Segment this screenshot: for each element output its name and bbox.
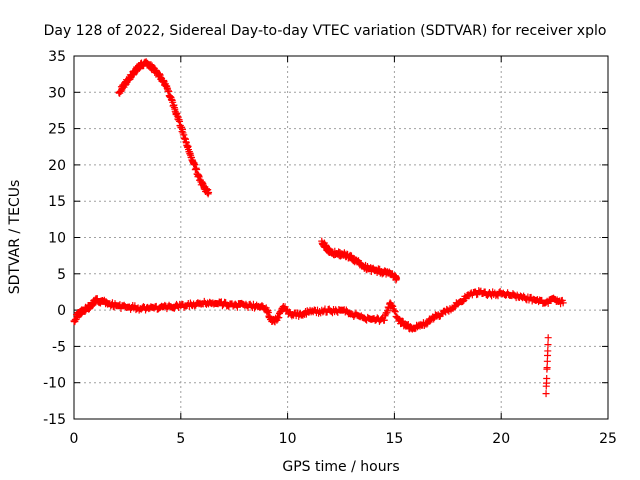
series-outliers: [542, 334, 552, 398]
y-tick-label: 25: [48, 122, 66, 138]
data-point-fill: [115, 58, 212, 198]
y-tick-label: 20: [48, 158, 66, 174]
series-baseline: [70, 287, 567, 333]
y-tick-label: -10: [43, 376, 66, 392]
x-tick-label: 0: [70, 431, 79, 447]
data-series: [70, 58, 567, 398]
series-high-arc: [115, 58, 213, 198]
data-point-fill: [70, 287, 566, 333]
grid: [74, 56, 608, 419]
y-axis-label: SDTVAR / TECUs: [7, 180, 23, 295]
series-mid-segment: [318, 237, 401, 284]
y-tick-label: 10: [48, 231, 66, 247]
y-tick-label: 35: [48, 49, 66, 65]
y-tick-label: 5: [57, 267, 66, 283]
x-tick-label: 5: [176, 431, 185, 447]
x-tick-label: 10: [279, 431, 297, 447]
axis-ticks: 0 5 10 15 20 25 -15 -10 -5 0 5 10 15 20 25 30 35: [43, 49, 617, 447]
y-tick-label: -15: [43, 412, 66, 428]
x-tick-label: 25: [599, 431, 617, 447]
data-point: [542, 390, 550, 398]
x-axis-label: GPS time / hours: [282, 459, 399, 475]
data-point-fill: [542, 341, 552, 390]
chart-title: Day 128 of 2022, Sidereal Day-to-day VTE…: [44, 23, 607, 39]
x-tick-label: 15: [385, 431, 403, 447]
data-point: [544, 334, 552, 342]
x-tick-label: 20: [492, 431, 510, 447]
y-tick-label: -5: [52, 339, 66, 355]
y-tick-label: 15: [48, 194, 66, 210]
data-point-fill: [318, 239, 400, 284]
y-tick-label: 30: [48, 85, 66, 101]
y-tick-label: 0: [57, 303, 66, 319]
